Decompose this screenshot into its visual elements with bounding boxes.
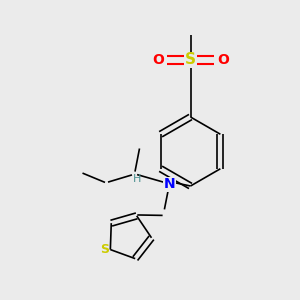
Text: O: O <box>217 53 229 67</box>
Text: H: H <box>133 174 141 184</box>
Text: S: S <box>185 52 196 68</box>
Text: N: N <box>164 178 175 191</box>
Text: S: S <box>100 243 109 256</box>
Text: O: O <box>152 53 164 67</box>
